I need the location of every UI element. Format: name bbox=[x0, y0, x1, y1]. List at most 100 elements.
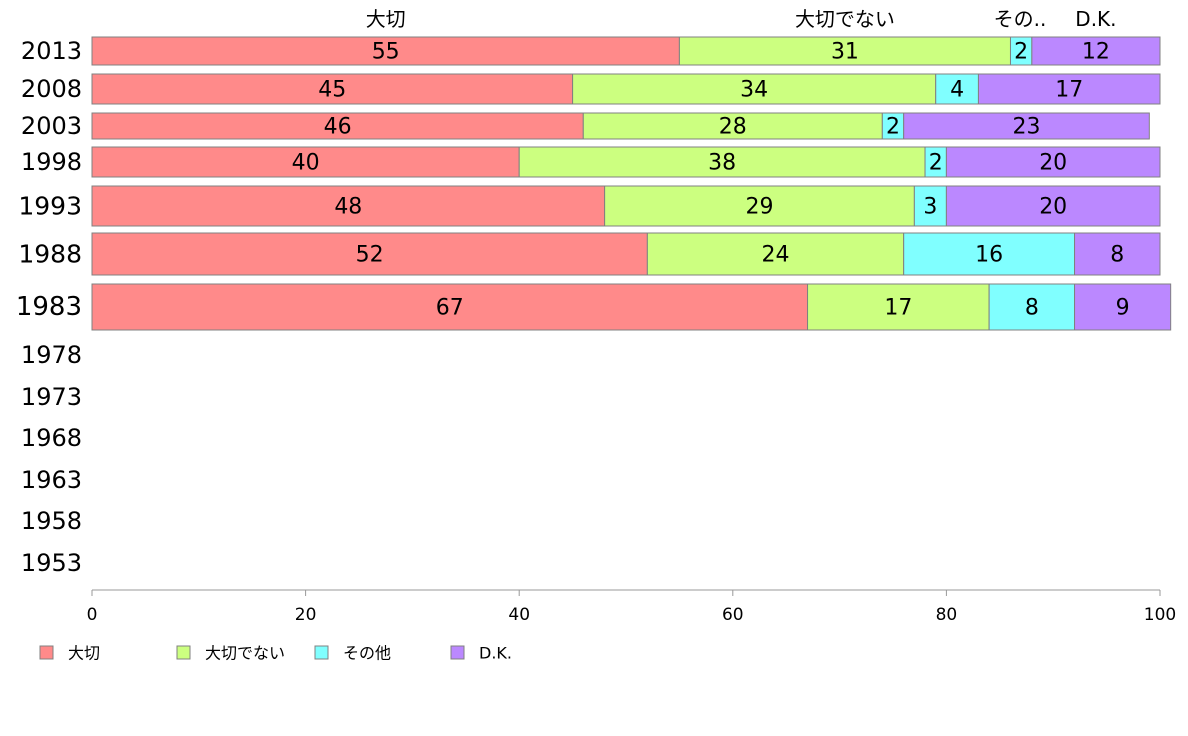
bar-segment bbox=[1031, 36, 1161, 66]
bar-segment bbox=[646, 232, 905, 276]
bar-segment bbox=[935, 73, 979, 105]
data-label: 48 bbox=[334, 195, 362, 220]
data-label: 17 bbox=[884, 296, 912, 321]
data-label: 31 bbox=[831, 40, 859, 65]
bar-segment bbox=[91, 112, 584, 140]
legend-swatch bbox=[450, 645, 465, 660]
x-tick-label: 0 bbox=[87, 605, 98, 625]
data-label: 45 bbox=[318, 78, 346, 103]
year-label: 1968 bbox=[21, 424, 82, 452]
year-label: 1953 bbox=[21, 549, 82, 577]
x-tick-label: 40 bbox=[508, 605, 530, 625]
legend-item: その他 bbox=[314, 644, 391, 663]
series-header: D.K. bbox=[1075, 7, 1116, 31]
year-label: 1958 bbox=[21, 507, 82, 535]
bar-segment bbox=[1074, 232, 1161, 276]
x-tick-label: 60 bbox=[722, 605, 744, 625]
bar-segment bbox=[91, 73, 574, 105]
bar-segment bbox=[91, 283, 809, 331]
bar-segment bbox=[518, 146, 926, 178]
bar-row-1998: 40 38 2 20 bbox=[91, 146, 1161, 178]
legend-item: 大切でない bbox=[176, 644, 285, 663]
bar-row-1983: 67 17 8 9 bbox=[91, 283, 1172, 331]
x-tick-label: 20 bbox=[295, 605, 317, 625]
legend-label: D.K. bbox=[479, 644, 512, 663]
series-header: その.. bbox=[994, 7, 1047, 31]
bar-segment bbox=[807, 283, 990, 331]
year-label: 1983 bbox=[16, 292, 82, 322]
year-label: 1998 bbox=[21, 148, 82, 176]
data-label: 52 bbox=[356, 243, 384, 268]
data-label: 2 bbox=[886, 115, 900, 140]
bar-row-1993: 48 29 3 20 bbox=[91, 185, 1161, 227]
bar-segment bbox=[91, 36, 680, 66]
series-headers: 大切 大切でない その.. D.K. bbox=[366, 7, 1117, 31]
bar-segment bbox=[582, 112, 883, 140]
data-label: 24 bbox=[762, 243, 790, 268]
legend-swatch bbox=[39, 645, 54, 660]
year-labels: 2013 2008 2003 1998 1993 1988 1983 1978 1973 1968… bbox=[16, 37, 82, 577]
data-label: 4 bbox=[950, 78, 964, 103]
series-header: 大切でない bbox=[795, 7, 895, 31]
data-label: 40 bbox=[292, 151, 320, 176]
data-label: 2 bbox=[1014, 40, 1028, 65]
legend-label: その他 bbox=[343, 644, 391, 663]
x-axis: 0 20 40 60 80 100 bbox=[87, 589, 1176, 625]
year-label: 1988 bbox=[18, 240, 82, 269]
bar-segment bbox=[1074, 283, 1172, 331]
data-label: 20 bbox=[1039, 151, 1067, 176]
year-label: 1978 bbox=[21, 341, 82, 369]
x-tick-label: 80 bbox=[936, 605, 958, 625]
data-label: 67 bbox=[436, 296, 464, 321]
bar-segment bbox=[913, 185, 947, 227]
data-label: 20 bbox=[1039, 195, 1067, 220]
year-label: 2008 bbox=[21, 75, 82, 103]
data-label: 12 bbox=[1082, 40, 1110, 65]
data-label: 16 bbox=[975, 243, 1003, 268]
year-label: 1973 bbox=[21, 383, 82, 411]
bar-segment bbox=[91, 185, 606, 227]
bars: 55 31 2 12 45 34 4 17 46 28 2 23 40 38 2 20 48 29 3 20 52 24 1… bbox=[91, 36, 1172, 331]
bar-segment bbox=[945, 185, 1161, 227]
legend-item: D.K. bbox=[450, 644, 512, 663]
legend-label: 大切でない bbox=[205, 644, 285, 663]
bar-segment bbox=[91, 232, 648, 276]
bar-segment bbox=[91, 146, 520, 178]
data-label: 8 bbox=[1110, 243, 1124, 268]
data-label: 29 bbox=[746, 195, 774, 220]
x-tick-label: 100 bbox=[1144, 605, 1176, 625]
data-label: 17 bbox=[1055, 78, 1083, 103]
data-label: 9 bbox=[1116, 296, 1130, 321]
data-label: 38 bbox=[708, 151, 736, 176]
legend-item: 大切 bbox=[39, 644, 100, 663]
bar-segment bbox=[678, 36, 1011, 66]
legend-label: 大切 bbox=[68, 644, 100, 663]
year-label: 1963 bbox=[21, 466, 82, 494]
data-label: 34 bbox=[740, 78, 768, 103]
bar-segment bbox=[572, 73, 937, 105]
data-label: 2 bbox=[929, 151, 943, 176]
data-label: 23 bbox=[1013, 115, 1041, 140]
legend: 大切 大切でない その他 D.K. bbox=[39, 644, 512, 663]
series-header: 大切 bbox=[366, 7, 406, 31]
bar-segment bbox=[977, 73, 1161, 105]
year-label: 2013 bbox=[21, 37, 82, 65]
bar-row-2008: 45 34 4 17 bbox=[91, 73, 1161, 105]
bar-segment bbox=[988, 283, 1076, 331]
year-label: 1993 bbox=[18, 192, 82, 221]
bar-row-2013: 55 31 2 12 bbox=[91, 36, 1161, 66]
data-label: 46 bbox=[324, 115, 352, 140]
bar-segment bbox=[945, 146, 1161, 178]
data-label: 55 bbox=[372, 40, 400, 65]
bar-segment bbox=[903, 112, 1150, 140]
bar-row-2003: 46 28 2 23 bbox=[91, 112, 1150, 140]
year-label: 2003 bbox=[21, 112, 82, 140]
bar-segment bbox=[604, 185, 915, 227]
data-label: 28 bbox=[719, 115, 747, 140]
legend-swatch bbox=[176, 645, 191, 660]
legend-swatch bbox=[314, 645, 329, 660]
data-label: 3 bbox=[923, 195, 937, 220]
bar-row-1988: 52 24 16 8 bbox=[91, 232, 1161, 276]
data-label: 8 bbox=[1025, 296, 1039, 321]
